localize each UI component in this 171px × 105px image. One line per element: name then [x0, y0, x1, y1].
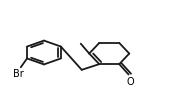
Text: Br: Br: [13, 69, 24, 79]
Text: O: O: [126, 77, 134, 87]
